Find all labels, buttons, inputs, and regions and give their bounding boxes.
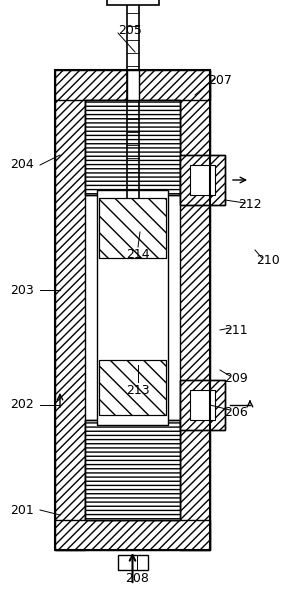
Text: 209: 209 (224, 371, 248, 385)
Bar (180, 155, 225, 205)
Bar (55, 520, 210, 550)
Bar (85, 100, 180, 195)
Text: 204: 204 (10, 158, 34, 172)
Bar (180, 70, 210, 550)
Text: 213: 213 (126, 383, 150, 397)
Text: 214: 214 (126, 248, 150, 262)
Bar (99, 360, 166, 415)
Text: 208: 208 (125, 571, 149, 584)
Bar (55, 70, 210, 100)
Text: 212: 212 (238, 199, 262, 211)
Text: 207: 207 (208, 73, 232, 86)
Bar (180, 380, 225, 430)
Bar (127, 70, 139, 100)
Bar (55, 70, 85, 550)
Text: 210: 210 (256, 253, 280, 266)
Bar (85, 420, 180, 520)
Bar (180, 155, 225, 205)
Bar (85, 100, 180, 195)
Bar (99, 360, 166, 415)
Text: 203: 203 (10, 283, 34, 296)
Bar (106, 0, 159, 5)
Bar (97, 190, 168, 425)
Bar (190, 165, 215, 195)
Bar (190, 390, 215, 420)
Text: 205: 205 (118, 23, 142, 37)
Bar (180, 380, 225, 430)
Bar (55, 70, 210, 550)
Text: 202: 202 (10, 398, 34, 412)
Bar (99, 198, 166, 258)
Bar (85, 420, 180, 520)
Text: 211: 211 (224, 323, 248, 337)
Text: 201: 201 (10, 503, 34, 517)
Bar (117, 555, 147, 570)
Bar (99, 198, 166, 258)
Text: 206: 206 (224, 406, 248, 419)
